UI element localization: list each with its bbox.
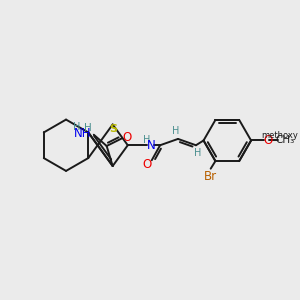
Text: O: O [264,134,273,147]
Text: methoxy: methoxy [261,131,298,140]
Text: NH: NH [74,127,91,140]
Text: O: O [122,131,131,144]
Text: H: H [84,123,92,133]
Text: H: H [194,148,202,158]
Text: H: H [73,122,80,132]
Text: N: N [147,139,156,152]
Text: H: H [143,136,151,146]
Text: O: O [142,158,152,170]
Text: S: S [110,124,118,134]
Text: Br: Br [204,170,217,183]
Text: CH₃: CH₃ [276,136,295,146]
Text: H: H [172,126,180,136]
